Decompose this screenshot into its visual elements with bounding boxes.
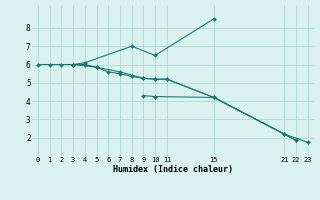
X-axis label: Humidex (Indice chaleur): Humidex (Indice chaleur) <box>113 165 233 174</box>
